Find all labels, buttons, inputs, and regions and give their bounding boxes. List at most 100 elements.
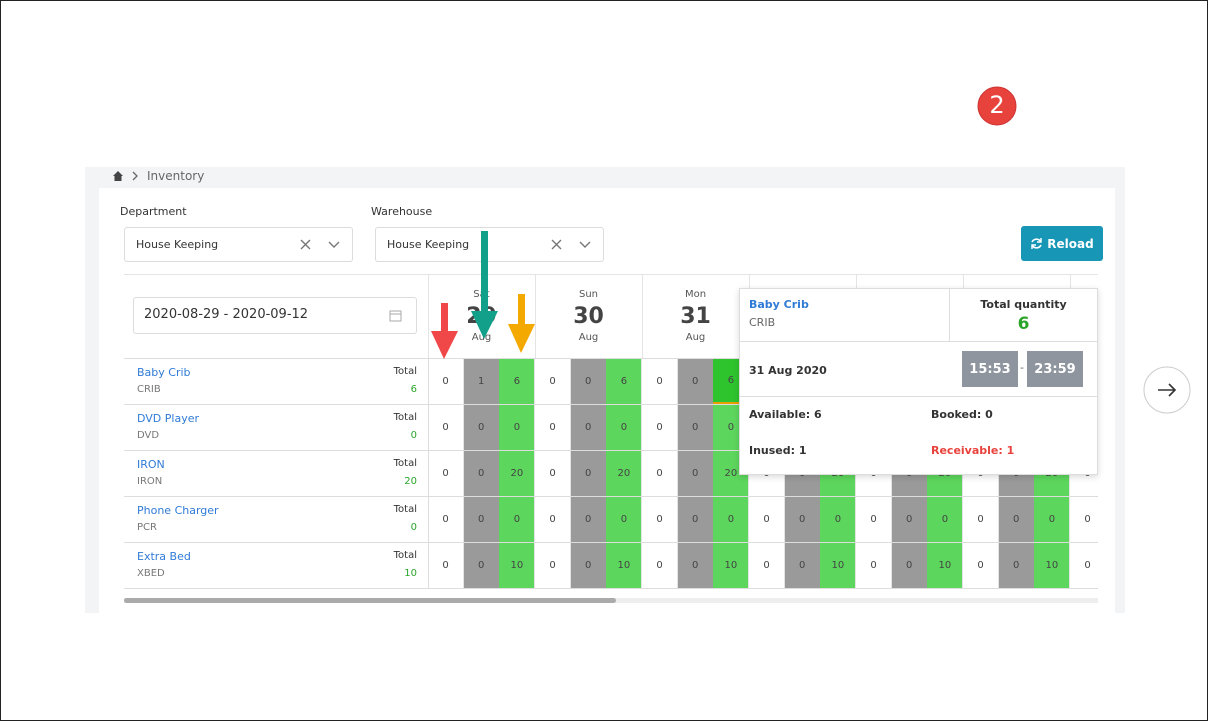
breadcrumb[interactable]: Inventory — [147, 169, 205, 183]
time-start[interactable]: 15:53 — [962, 351, 1018, 387]
date-range-input[interactable]: 2020-08-29 - 2020-09-12 — [133, 297, 417, 334]
stock-cell[interactable]: 0 — [606, 496, 643, 542]
stock-cell[interactable]: 0 — [535, 496, 572, 542]
reload-button[interactable]: Reload — [1021, 226, 1103, 261]
next-button[interactable] — [1143, 366, 1193, 416]
stock-cell[interactable]: 10 — [606, 542, 643, 588]
stock-cell[interactable]: 0 — [428, 542, 465, 588]
item-total: 0 — [410, 430, 417, 441]
item-total: 20 — [404, 476, 417, 487]
stock-cell[interactable]: 0 — [428, 450, 465, 496]
stock-cell[interactable]: 0 — [891, 542, 928, 588]
stock-cell[interactable]: 0 — [463, 450, 500, 496]
grid-border — [124, 274, 1098, 275]
stock-cell[interactable]: 0 — [891, 496, 928, 542]
filter-select[interactable]: House Keeping — [375, 227, 604, 262]
divider — [740, 396, 1097, 397]
item-total: 10 — [404, 568, 417, 579]
stock-cell[interactable]: 20 — [606, 450, 643, 496]
item-name[interactable]: DVD Player — [137, 412, 199, 425]
filter-label: Warehouse — [371, 205, 433, 218]
total-label: Total — [393, 366, 417, 377]
item-name[interactable]: Baby Crib — [137, 366, 191, 379]
stock-cell[interactable]: 0 — [535, 450, 572, 496]
stock-cell[interactable]: 0 — [677, 542, 714, 588]
day-weekday: Mon — [684, 289, 707, 300]
stock-cell[interactable]: 0 — [570, 496, 607, 542]
stock-cell[interactable]: 0 — [749, 542, 786, 588]
stock-cell[interactable]: 0 — [463, 542, 500, 588]
stock-cell[interactable]: 0 — [642, 542, 679, 588]
stock-cell[interactable]: 0 — [535, 404, 572, 450]
day-number: 31 — [680, 304, 711, 329]
stock-cell[interactable]: 0 — [642, 358, 679, 404]
stock-cell[interactable]: 0 — [677, 496, 714, 542]
item-code: XBED — [137, 568, 165, 579]
stock-cell[interactable]: 0 — [428, 404, 465, 450]
stock-cell[interactable]: 10 — [820, 542, 857, 588]
stock-cell[interactable]: 0 — [1070, 496, 1098, 542]
filter-select[interactable]: House Keeping — [124, 227, 353, 262]
stock-cell[interactable]: 10 — [713, 542, 750, 588]
stock-cell[interactable]: 0 — [713, 496, 750, 542]
stock-cell[interactable]: 0 — [856, 496, 893, 542]
stock-cell[interactable]: 0 — [570, 542, 607, 588]
stock-cell[interactable]: 0 — [535, 358, 572, 404]
item-name[interactable]: Phone Charger — [137, 504, 219, 517]
stock-cell[interactable]: 0 — [463, 496, 500, 542]
scrollbar-thumb[interactable] — [124, 598, 616, 603]
stock-cell[interactable]: 10 — [1034, 542, 1071, 588]
stock-cell[interactable]: 0 — [820, 496, 857, 542]
item-name[interactable]: Extra Bed — [137, 550, 191, 563]
stock-cell[interactable]: 6 — [606, 358, 643, 404]
stock-cell[interactable]: 0 — [499, 496, 536, 542]
filter-value: House Keeping — [387, 238, 470, 251]
left-separator — [428, 450, 429, 496]
stock-cell[interactable]: 0 — [677, 450, 714, 496]
stock-cell[interactable]: 0 — [963, 496, 1000, 542]
item-name[interactable]: IRON — [137, 458, 165, 471]
item-code: PCR — [137, 522, 157, 533]
tooltip-popup: Baby Crib CRIB Total quantity 6 31 Aug 2… — [739, 288, 1098, 475]
stock-cell[interactable]: 0 — [963, 542, 1000, 588]
stock-cell[interactable]: 0 — [642, 450, 679, 496]
stock-cell[interactable]: 0 — [570, 358, 607, 404]
stock-cell[interactable]: 0 — [642, 496, 679, 542]
stock-cell[interactable]: 0 — [677, 358, 714, 404]
stock-cell[interactable]: 0 — [677, 404, 714, 450]
stock-cell[interactable]: 0 — [1070, 542, 1098, 588]
breadcrumb-icons — [113, 171, 138, 181]
stock-cell[interactable]: 0 — [998, 542, 1035, 588]
day-month: Aug — [578, 332, 599, 343]
stock-cell[interactable]: 0 — [570, 404, 607, 450]
stock-cell[interactable]: 10 — [499, 542, 536, 588]
stock-cell[interactable]: 1 — [463, 358, 500, 404]
stock-cell[interactable]: 10 — [927, 542, 964, 588]
popup-total: 6 — [1017, 314, 1030, 334]
stock-cell[interactable]: 6 — [499, 358, 536, 404]
stock-cell[interactable]: 0 — [499, 404, 536, 450]
stock-cell[interactable]: 0 — [784, 542, 821, 588]
stock-cell[interactable]: 0 — [642, 404, 679, 450]
stock-cell[interactable]: 0 — [1034, 496, 1071, 542]
stock-cell[interactable]: 0 — [856, 542, 893, 588]
popup-date: 31 Aug 2020 — [749, 364, 827, 377]
stock-cell[interactable]: 0 — [463, 404, 500, 450]
total-label: Total — [393, 504, 417, 515]
row-line — [124, 358, 1098, 359]
stock-cell[interactable]: 0 — [749, 496, 786, 542]
time-end[interactable]: 23:59 — [1027, 351, 1083, 387]
step-badge-icon — [977, 86, 1017, 126]
row-line — [124, 450, 1098, 451]
stock-cell[interactable]: 0 — [606, 404, 643, 450]
stock-cell[interactable]: 0 — [570, 450, 607, 496]
stock-cell[interactable]: 0 — [998, 496, 1035, 542]
stock-cell[interactable]: 0 — [428, 496, 465, 542]
stock-cell[interactable]: 0 — [927, 496, 964, 542]
stock-cell[interactable]: 20 — [499, 450, 536, 496]
stock-cell[interactable]: 0 — [784, 496, 821, 542]
stock-cell[interactable]: 0 — [535, 542, 572, 588]
stock-cell[interactable]: 0 — [428, 358, 465, 404]
divider — [949, 289, 950, 341]
